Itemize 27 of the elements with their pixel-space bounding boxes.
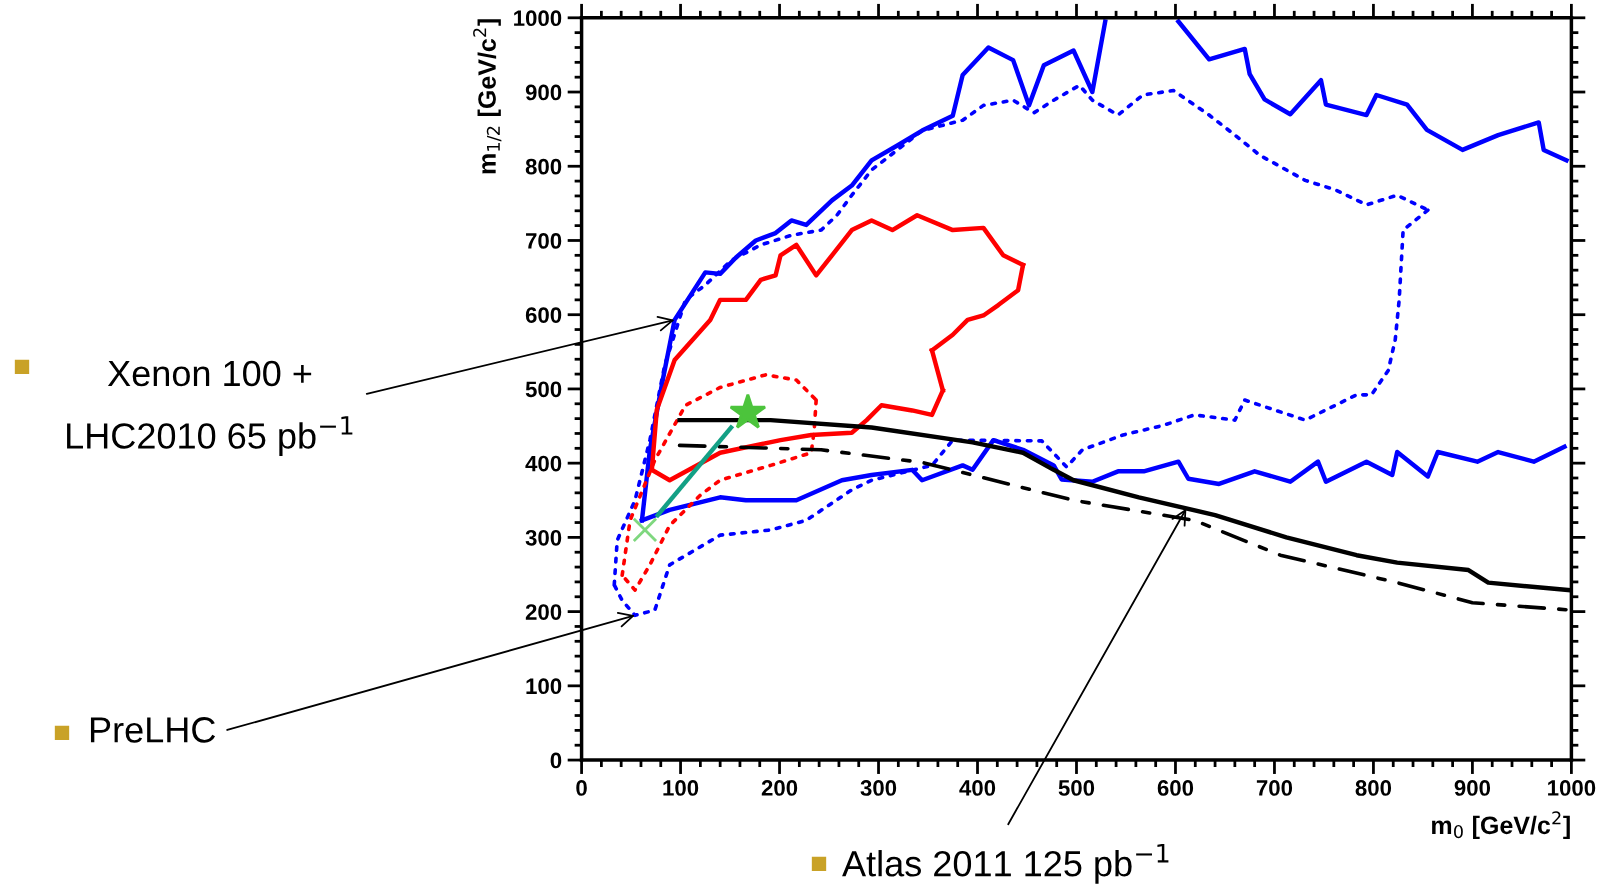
x-tick-label: 800 bbox=[1355, 780, 1392, 796]
y-tick-label: 400 bbox=[525, 455, 562, 472]
y-tick-label: 0 bbox=[550, 752, 562, 769]
annotation: PreLHC bbox=[90, 717, 216, 743]
y-tick-label: 100 bbox=[526, 678, 562, 695]
x-tick-label: 600 bbox=[1157, 780, 1194, 796]
x-tick-label: 300 bbox=[860, 780, 897, 796]
x-tick-label: 900 bbox=[1454, 780, 1491, 796]
y-tick-label: 500 bbox=[525, 381, 562, 398]
x-tick-label: 200 bbox=[761, 780, 798, 796]
y-tick-label: 300 bbox=[525, 529, 562, 546]
x-tick-label: 500 bbox=[1058, 780, 1095, 796]
y-tick-label: 900 bbox=[525, 84, 562, 101]
y-tick-label: 1000 bbox=[514, 10, 562, 27]
x-tick-label: 1000 bbox=[1548, 780, 1596, 796]
y-tick-label: 800 bbox=[525, 158, 562, 175]
annotation: Atlas 2011 125 pb$^{−1}$ bbox=[842, 843, 1169, 884]
y-axis-title: m$_{1/2}$ [GeV/c$^{2}$] bbox=[473, 19, 502, 174]
x-tick-label: 700 bbox=[1256, 780, 1293, 796]
x-axis-title: m$_{0}$ [GeV/c$^{2}$] bbox=[1432, 811, 1570, 840]
y-tick-label: 700 bbox=[526, 233, 562, 249]
x-tick-label: 0 bbox=[576, 780, 587, 796]
annotation: Xenon 100 + LHC2010 65 pb$^{−1}$ bbox=[67, 360, 353, 456]
y-tick-label: 200 bbox=[525, 604, 562, 620]
x-tick-label: 100 bbox=[663, 780, 699, 796]
x-tick-label: 400 bbox=[959, 780, 996, 796]
y-tick-label: 600 bbox=[525, 307, 562, 323]
